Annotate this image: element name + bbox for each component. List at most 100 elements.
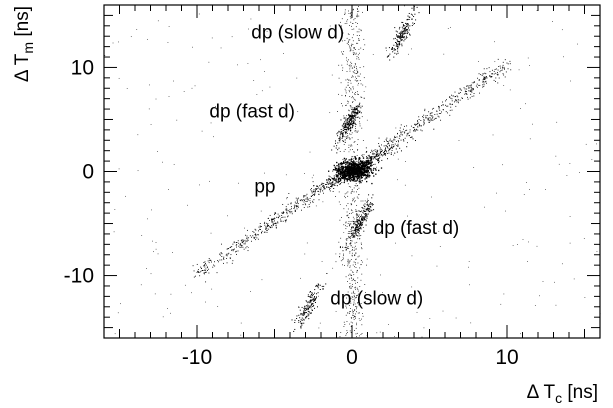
scatter-point [347,42,349,43]
scatter-point [308,318,310,320]
scatter-point [341,175,343,177]
scatter-point [343,166,345,168]
scatter-point [118,41,119,43]
scatter-point [369,210,371,212]
scatter-point [307,296,309,297]
scatter-point [311,295,313,297]
scatter-point [344,171,346,173]
scatter-point [380,148,382,150]
scatter-point [347,233,349,234]
scatter-point [351,249,353,251]
scatter-point [216,272,218,274]
scatter-point [341,171,343,174]
scatter-points [104,5,601,339]
scatter-point [354,99,356,101]
scatter-point [449,104,451,105]
scatter-point [309,290,311,292]
scatter-point [356,228,358,230]
scatter-point [472,89,474,91]
scatter-point [321,285,323,287]
scatter-point [343,177,345,179]
scatter-point [365,160,367,162]
scatter-point [197,269,199,271]
scatter-point [298,306,299,308]
scatter-point [356,168,358,170]
scatter-point [297,202,298,204]
scatter-point [339,136,341,138]
scatter-point [345,166,347,168]
scatter-point [291,213,293,215]
scatter-point [347,133,348,134]
scatter-point [354,79,356,81]
scatter-point [411,14,413,16]
scatter-point [467,96,468,98]
scatter-point [205,268,207,270]
scatter-point [314,299,316,301]
scatter-point [346,238,348,240]
scatter-point [459,92,461,93]
scatter-point [391,48,393,50]
scatter-point [254,237,256,238]
scatter-point [348,237,350,239]
scatter-point [302,204,304,206]
scatter-point [306,242,308,244]
scatter-point [451,100,453,102]
scatter-point [373,167,375,170]
scatter-point [357,226,359,228]
scatter-point [344,11,346,13]
scatter-point [340,177,342,179]
scatter-point [350,243,352,245]
scatter-point [208,268,210,270]
scatter-point [219,259,221,261]
scatter-point [248,237,250,239]
scatter-point [351,65,352,67]
scatter-point [355,248,357,250]
scatter-point [360,264,362,266]
scatter-point [337,135,339,137]
scatter-point [450,97,452,99]
scatter-point [354,94,356,96]
scatter-point [348,262,350,264]
scatter-point [353,171,355,173]
scatter-point [333,183,335,185]
scatter-point [241,245,243,247]
scatter-point [359,267,361,269]
scatter-point [307,294,309,296]
scatter-point [272,223,274,225]
scatter-point [376,154,378,156]
scatter-point [345,314,347,316]
scatter-point [357,289,359,290]
scatter-point [529,65,530,66]
scatter-point [346,243,347,244]
scatter-point [349,25,350,26]
scatter-point [362,220,364,222]
scatter-point [346,20,348,22]
scatter-point [356,296,357,298]
scatter-point [270,227,272,229]
scatter-point [353,299,355,301]
scatter-point [355,259,357,261]
scatter-point [367,213,369,215]
scatter-point [370,152,372,154]
scatter-point [349,118,351,120]
scatter-point [356,270,358,272]
scatter-point [494,41,496,43]
scatter-point [168,189,169,190]
scatter-point [366,159,368,161]
scatter-point [210,259,212,261]
scatter-point [288,210,290,212]
scatter-point [363,166,365,168]
scatter-point [361,166,363,168]
scatter-point [352,167,354,169]
scatter-point [345,173,347,175]
scatter-point [353,47,354,49]
scatter-point [310,312,312,314]
scatter-point [318,327,320,329]
scatter-point [346,307,348,309]
scatter-point [242,239,244,241]
scatter-point [343,162,345,164]
scatter-point [351,25,352,27]
scatter-point [451,98,453,100]
scatter-point [271,226,273,228]
scatter-point [497,82,499,84]
